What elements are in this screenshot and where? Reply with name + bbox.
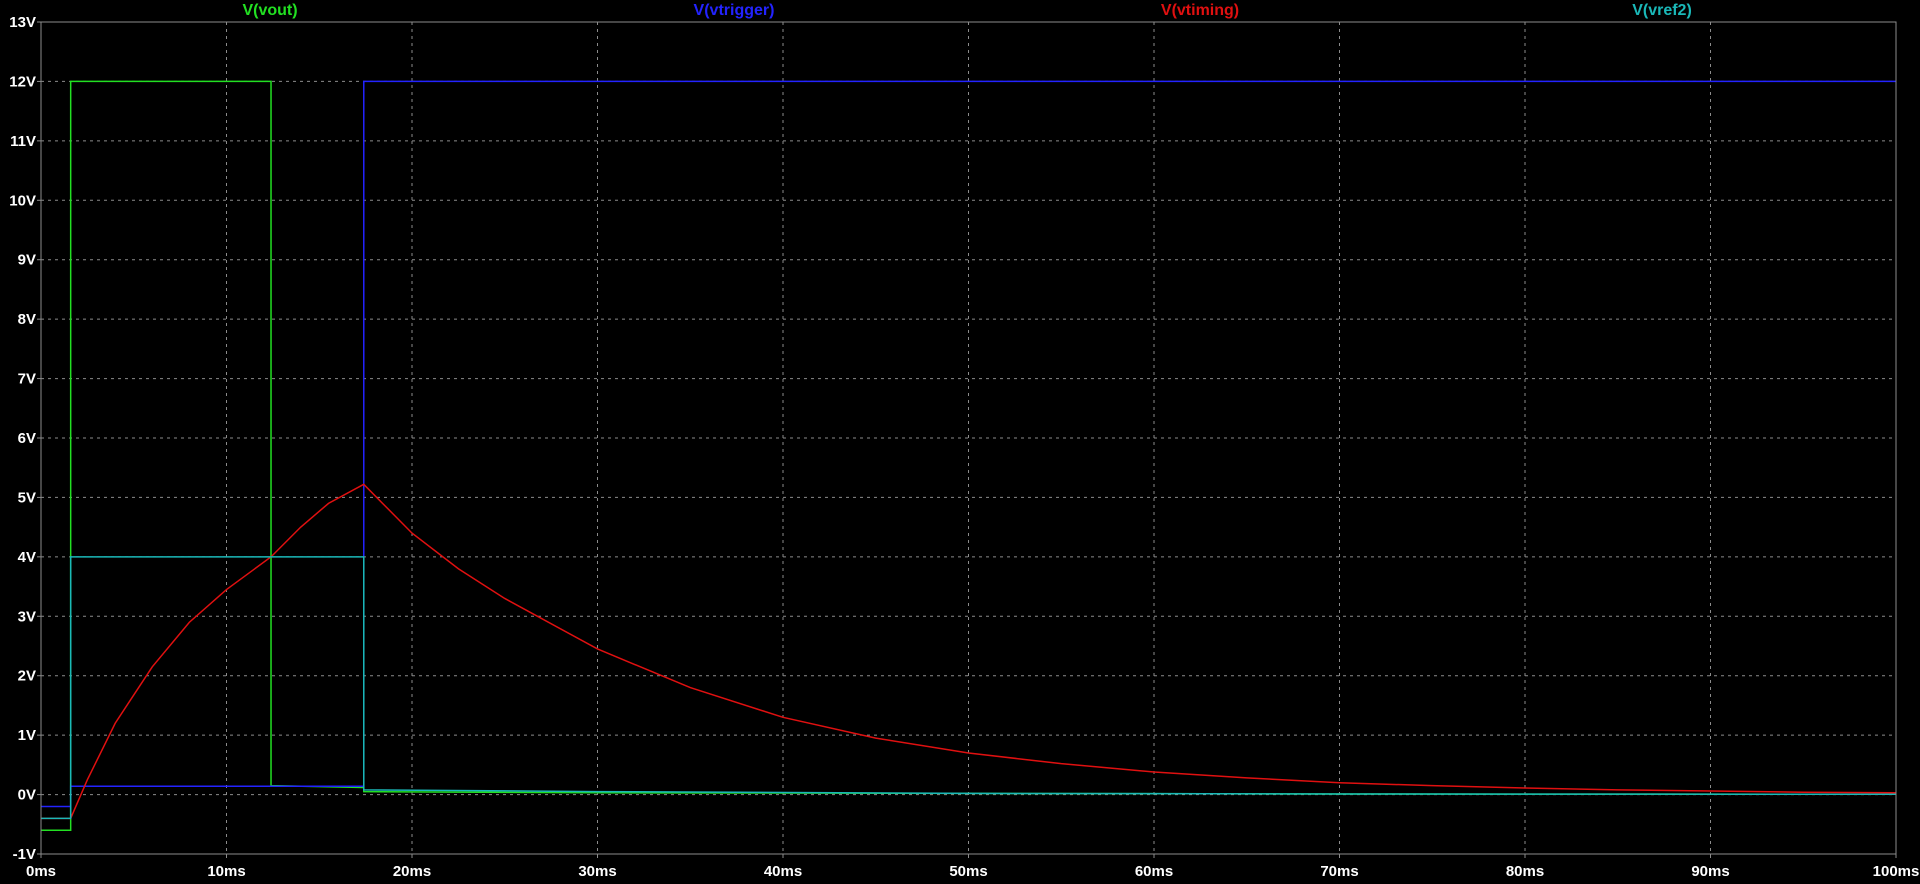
y-tick-label: 0V bbox=[18, 787, 36, 804]
y-tick-label: 3V bbox=[18, 608, 36, 625]
y-tick-label: 7V bbox=[18, 371, 36, 388]
x-tick-label: 90ms bbox=[1691, 863, 1729, 880]
legend-entry-1[interactable]: V(vtrigger) bbox=[694, 2, 775, 19]
y-tick-label: 12V bbox=[9, 73, 36, 90]
y-tick-label: 6V bbox=[18, 430, 36, 447]
y-tick-label: 8V bbox=[18, 311, 36, 328]
x-tick-label: 0ms bbox=[26, 863, 56, 880]
y-tick-label: 10V bbox=[9, 192, 36, 209]
legend[interactable]: V(vout) V(vtrigger) V(vtiming) V(vref2) bbox=[242, 2, 1691, 19]
x-axis-ticks: 0ms 10ms 20ms 30ms 40ms 50ms 60ms 70ms 80ms 90ms 1… bbox=[26, 854, 1919, 880]
legend-entry-3[interactable]: V(vref2) bbox=[1632, 2, 1692, 19]
y-tick-label: 2V bbox=[18, 668, 36, 685]
x-tick-label: 50ms bbox=[949, 863, 987, 880]
y-tick-label: 4V bbox=[18, 549, 36, 566]
y-tick-label: 13V bbox=[9, 14, 36, 31]
trace-3 bbox=[41, 556, 1897, 820]
legend-entry-0[interactable]: V(vout) bbox=[242, 2, 297, 19]
x-tick-label: 10ms bbox=[207, 863, 245, 880]
y-axis-ticks: -1V 0V 1V 2V 3V 4V 5V 6V 7V 8V 9V 10V 11V 12V 13V bbox=[9, 14, 41, 863]
legend-entry-2[interactable]: V(vtiming) bbox=[1161, 2, 1239, 19]
x-tick-label: 80ms bbox=[1506, 863, 1544, 880]
x-tick-label: 100ms bbox=[1873, 863, 1920, 880]
grid bbox=[41, 22, 1896, 854]
x-tick-label: 20ms bbox=[393, 863, 431, 880]
trace-2 bbox=[41, 483, 1897, 820]
x-tick-label: 40ms bbox=[764, 863, 802, 880]
y-tick-label: 9V bbox=[18, 252, 36, 269]
traces bbox=[41, 80, 1897, 831]
y-tick-label: 5V bbox=[18, 489, 36, 506]
x-tick-label: 30ms bbox=[578, 863, 616, 880]
x-tick-label: 60ms bbox=[1135, 863, 1173, 880]
y-tick-label: 1V bbox=[18, 727, 36, 744]
x-tick-label: 70ms bbox=[1320, 863, 1358, 880]
y-tick-label: 11V bbox=[10, 133, 36, 150]
y-tick-label: -1V bbox=[13, 846, 36, 863]
